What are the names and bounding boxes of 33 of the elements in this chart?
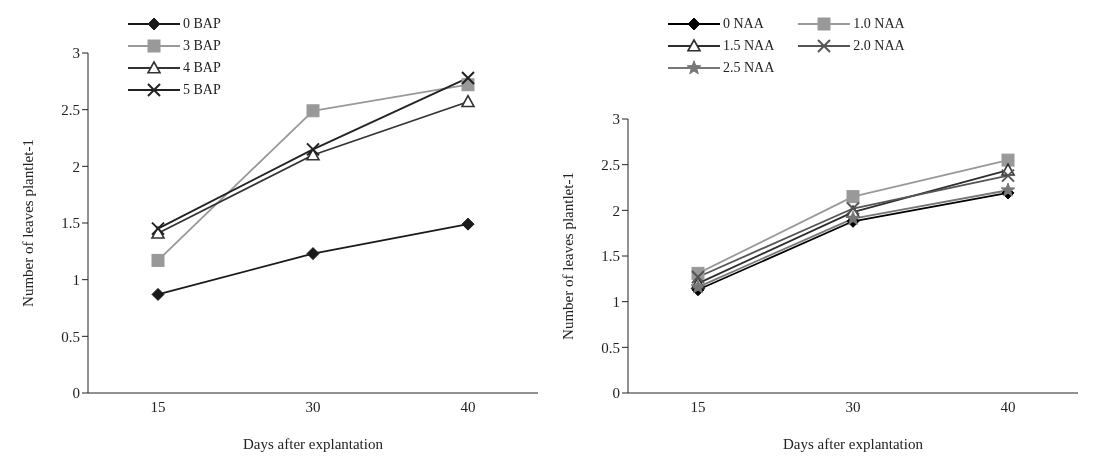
y-axis-title: Number of leaves plantlet-1 (20, 139, 37, 307)
y-tick-label: 2 (612, 202, 620, 219)
y-axis-title: Number of leaves plantlet-1 (560, 172, 577, 340)
x-tick-label: 15 (150, 398, 166, 415)
y-tick-label: 1.5 (61, 215, 80, 232)
x-axis-title: Days after explantation (783, 436, 924, 452)
legend-label: 3 BAP (183, 38, 221, 54)
x-tick-label: 15 (690, 398, 706, 415)
y-tick-label: 0.5 (61, 328, 80, 345)
legend-label: 0 NAA (723, 16, 764, 32)
y-tick-label: 1.5 (601, 248, 620, 265)
x-axis-title: Days after explantation (243, 436, 384, 452)
legend-label: 5 BAP (183, 82, 221, 98)
y-tick-label: 3 (72, 45, 80, 62)
legend-label: 4 BAP (183, 60, 221, 76)
legend-label: 1.0 NAA (853, 16, 905, 32)
legend-label: 2.0 NAA (853, 38, 905, 54)
y-tick-label: 1 (72, 271, 80, 288)
legend-label: 1.5 NAA (723, 38, 775, 54)
x-tick-label: 30 (845, 398, 861, 415)
legend-label: 2.5 NAA (723, 60, 775, 76)
y-tick-label: 2.5 (61, 101, 80, 118)
x-tick-label: 30 (305, 398, 321, 415)
x-tick-label: 40 (1000, 398, 1016, 415)
y-tick-label: 3 (612, 111, 620, 128)
legend-label: 0 BAP (183, 16, 221, 32)
y-tick-label: 0 (612, 385, 620, 402)
y-tick-label: 0.5 (601, 339, 620, 356)
x-tick-label: 40 (460, 398, 476, 415)
y-tick-label: 1 (612, 293, 620, 310)
y-tick-label: 0 (72, 385, 80, 402)
y-tick-label: 2 (72, 158, 80, 175)
y-tick-label: 2.5 (601, 156, 620, 173)
